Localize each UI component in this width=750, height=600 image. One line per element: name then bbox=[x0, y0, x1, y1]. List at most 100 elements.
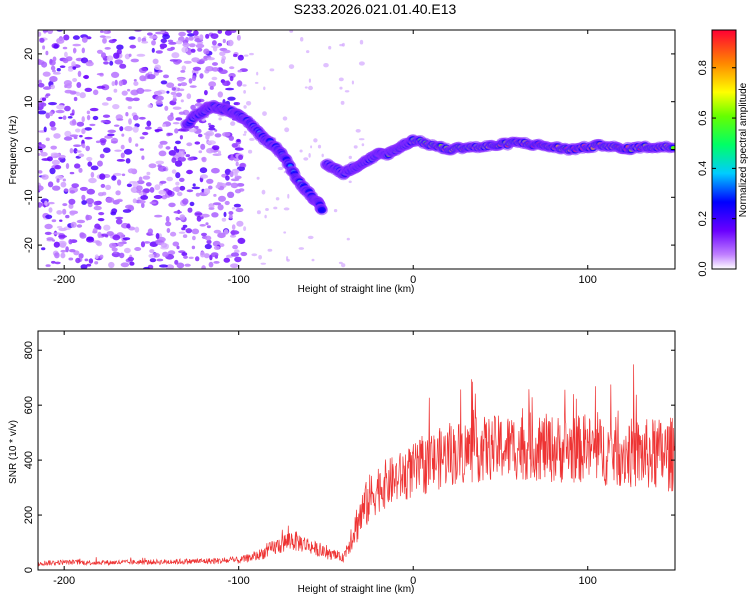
noise-speckle bbox=[167, 189, 173, 196]
noise-speckle bbox=[231, 224, 236, 231]
noise-speckle bbox=[100, 183, 106, 188]
noise-speckle bbox=[289, 30, 294, 33]
noise-speckle bbox=[256, 176, 260, 180]
noise-speckle bbox=[186, 142, 193, 147]
noise-speckle bbox=[185, 154, 191, 158]
noise-speckle bbox=[340, 100, 345, 105]
noise-speckle bbox=[235, 257, 242, 260]
noise-speckle bbox=[172, 241, 180, 247]
y-tick-label: -20 bbox=[23, 237, 35, 253]
noise-speckle bbox=[117, 179, 122, 186]
noise-speckle bbox=[48, 207, 53, 213]
noise-speckle bbox=[155, 50, 163, 54]
noise-speckle bbox=[236, 139, 241, 143]
noise-speckle bbox=[308, 85, 313, 91]
noise-speckle bbox=[125, 112, 129, 117]
noise-speckle bbox=[159, 180, 167, 184]
noise-speckle bbox=[62, 203, 68, 207]
noise-speckle bbox=[141, 41, 149, 44]
noise-speckle bbox=[136, 185, 143, 192]
noise-speckle bbox=[214, 133, 222, 138]
noise-speckle bbox=[138, 176, 143, 182]
noise-speckle bbox=[201, 156, 207, 163]
noise-speckle bbox=[79, 92, 86, 99]
noise-speckle bbox=[139, 75, 147, 82]
noise-speckle bbox=[192, 235, 196, 241]
noise-speckle bbox=[217, 30, 223, 34]
noise-speckle bbox=[206, 57, 215, 61]
y-tick-label: 0 bbox=[23, 567, 35, 573]
noise-speckle bbox=[64, 105, 71, 112]
noise-speckle bbox=[282, 116, 288, 121]
noise-speckle bbox=[68, 239, 73, 245]
noise-speckle bbox=[105, 120, 111, 124]
noise-speckle bbox=[99, 173, 106, 180]
noise-speckle bbox=[187, 157, 194, 161]
noise-speckle bbox=[78, 153, 85, 158]
noise-speckle bbox=[49, 76, 58, 83]
noise-speckle bbox=[178, 31, 186, 37]
noise-speckle bbox=[199, 34, 204, 41]
noise-speckle bbox=[142, 89, 152, 92]
noise-speckle bbox=[113, 172, 122, 176]
colorbar-tick-label: 0.2 bbox=[697, 211, 709, 226]
noise-speckle bbox=[186, 50, 192, 56]
noise-speckle bbox=[93, 89, 99, 96]
noise-speckle bbox=[86, 156, 93, 162]
noise-speckle bbox=[243, 90, 247, 94]
noise-speckle bbox=[358, 138, 365, 141]
noise-speckle bbox=[53, 44, 59, 49]
noise-speckle bbox=[155, 233, 160, 239]
noise-speckle bbox=[132, 114, 139, 121]
noise-speckle bbox=[179, 151, 185, 158]
noise-speckle bbox=[166, 90, 170, 94]
noise-speckle bbox=[92, 115, 99, 121]
colorbar-gradient bbox=[711, 29, 737, 270]
noise-speckle bbox=[96, 49, 103, 54]
noise-speckle bbox=[254, 81, 259, 84]
noise-speckle bbox=[52, 56, 57, 62]
noise-speckle bbox=[121, 90, 128, 96]
noise-speckle bbox=[205, 133, 210, 140]
noise-speckle bbox=[160, 242, 168, 248]
noise-speckle bbox=[143, 241, 151, 244]
noise-speckle bbox=[65, 163, 70, 169]
noise-speckle bbox=[162, 123, 167, 127]
noise-speckle bbox=[60, 249, 67, 253]
noise-speckle bbox=[50, 126, 57, 131]
noise-speckle bbox=[126, 97, 133, 101]
noise-speckle bbox=[56, 210, 63, 215]
noise-speckle bbox=[141, 202, 145, 208]
noise-speckle bbox=[81, 47, 86, 54]
noise-speckle bbox=[176, 40, 183, 45]
noise-speckle bbox=[260, 262, 267, 265]
colorbar-tick-label: 0.8 bbox=[697, 60, 709, 75]
noise-speckle bbox=[299, 149, 303, 153]
noise-speckle bbox=[338, 77, 344, 82]
noise-speckle bbox=[164, 105, 169, 111]
noise-speckle bbox=[71, 183, 79, 189]
noise-speckle bbox=[172, 97, 177, 103]
noise-speckle bbox=[179, 177, 185, 182]
noise-speckle bbox=[107, 133, 115, 137]
noise-speckle bbox=[188, 256, 194, 259]
noise-speckle bbox=[181, 65, 187, 71]
noise-speckle bbox=[86, 188, 96, 195]
noise-speckle bbox=[43, 126, 47, 133]
spectrogram-x-axis-label: Height of straight line (km) bbox=[298, 284, 415, 295]
noise-speckle bbox=[97, 218, 105, 222]
noise-speckle bbox=[214, 129, 218, 132]
colorbar-label: Normalized spectral amplitude bbox=[738, 82, 749, 217]
noise-speckle bbox=[222, 80, 231, 87]
noise-speckle bbox=[199, 73, 204, 79]
noise-speckle bbox=[114, 59, 124, 65]
noise-speckle bbox=[212, 46, 218, 52]
noise-speckle bbox=[134, 247, 142, 251]
snr-y-ticks: 0 200 400 600 800 bbox=[23, 341, 675, 573]
noise-speckle bbox=[90, 171, 95, 178]
noise-speckle bbox=[218, 195, 226, 202]
noise-speckle bbox=[62, 208, 67, 215]
snr-y-axis-label: SNR (10 * v/v) bbox=[8, 420, 19, 484]
noise-speckle bbox=[344, 90, 350, 93]
noise-speckle bbox=[99, 138, 107, 144]
